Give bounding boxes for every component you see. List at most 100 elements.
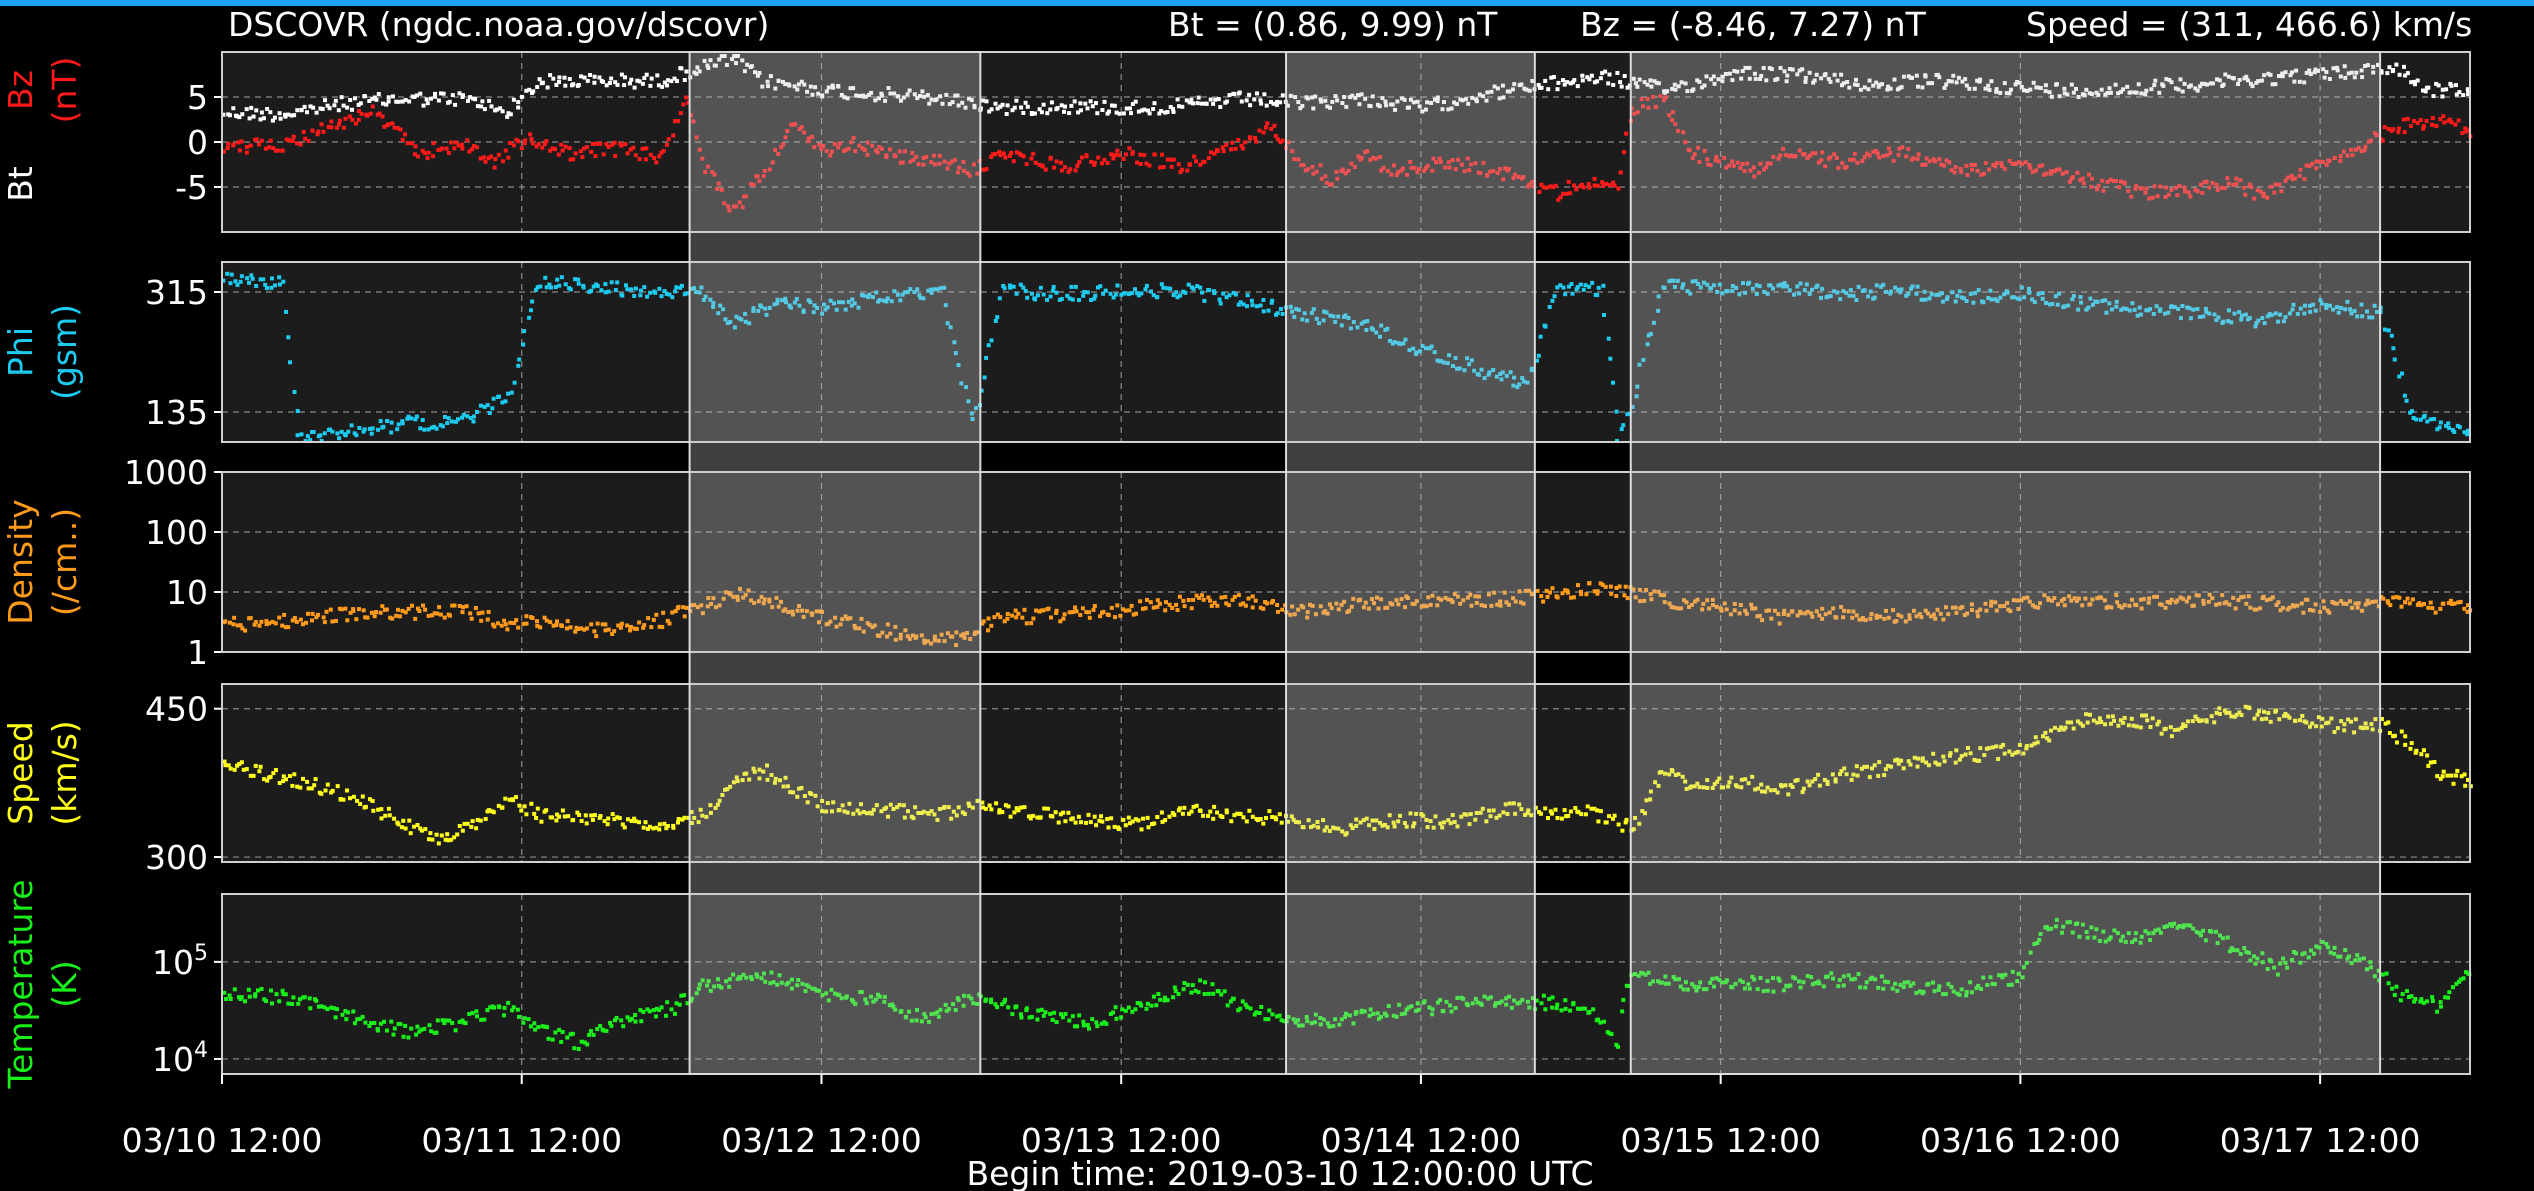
data-point xyxy=(2138,312,2143,317)
data-point xyxy=(535,85,540,89)
data-point xyxy=(1194,159,1198,164)
data-point xyxy=(1070,297,1075,302)
data-point xyxy=(716,977,720,982)
data-point xyxy=(2248,605,2253,610)
data-point xyxy=(545,85,550,90)
data-point xyxy=(396,607,400,612)
data-point xyxy=(391,94,395,99)
data-point xyxy=(522,141,527,146)
data-point xyxy=(1314,612,1318,617)
data-point xyxy=(440,146,444,151)
data-point xyxy=(237,762,242,766)
data-point xyxy=(2093,299,2098,304)
data-point xyxy=(372,614,377,619)
data-point xyxy=(2352,730,2357,735)
data-point xyxy=(1855,160,1860,165)
data-point xyxy=(653,290,658,295)
data-point xyxy=(2248,81,2253,86)
data-point xyxy=(959,633,964,638)
data-point xyxy=(2278,312,2283,317)
data-point xyxy=(660,625,665,629)
data-point xyxy=(423,827,428,832)
data-point xyxy=(1485,173,1490,177)
data-point xyxy=(2217,711,2222,716)
data-point xyxy=(2040,291,2045,295)
data-point xyxy=(510,1008,515,1013)
data-point xyxy=(1248,103,1253,108)
data-point xyxy=(1512,998,1517,1003)
data-point xyxy=(2057,94,2062,99)
data-point xyxy=(2101,188,2106,193)
data-point xyxy=(1820,150,1825,155)
data-point xyxy=(801,615,806,619)
data-point xyxy=(1746,781,1751,786)
data-point xyxy=(803,989,808,994)
data-point xyxy=(1869,975,1874,980)
data-point xyxy=(1266,1017,1271,1022)
data-point xyxy=(1484,819,1489,824)
data-point xyxy=(921,296,926,301)
data-point xyxy=(1999,161,2004,166)
data-point xyxy=(2345,299,2350,304)
data-point xyxy=(614,1016,619,1020)
data-point xyxy=(1163,608,1168,613)
data-point xyxy=(1079,820,1083,825)
data-point xyxy=(2277,74,2281,78)
data-point xyxy=(2289,173,2294,178)
data-point xyxy=(590,817,595,822)
data-point xyxy=(2057,727,2062,732)
data-point xyxy=(893,154,898,159)
data-point xyxy=(1292,314,1297,319)
data-point xyxy=(1449,598,1454,602)
data-point xyxy=(2462,606,2467,611)
data-point xyxy=(1738,978,1743,983)
data-point xyxy=(314,615,319,620)
data-point xyxy=(1832,72,1837,77)
data-point xyxy=(1237,90,1242,95)
data-point xyxy=(1224,99,1229,104)
data-point xyxy=(1624,983,1629,988)
data-point xyxy=(1553,807,1558,812)
data-point xyxy=(2150,195,2155,200)
data-point xyxy=(1229,819,1234,824)
data-point xyxy=(589,288,594,293)
data-point xyxy=(1537,190,1542,194)
data-point xyxy=(257,623,262,628)
data-point xyxy=(651,617,656,622)
data-point xyxy=(877,298,882,302)
data-point xyxy=(1827,610,1832,615)
data-point xyxy=(2339,599,2343,604)
data-point xyxy=(1848,287,1853,292)
data-point xyxy=(2087,91,2092,96)
data-point xyxy=(2006,982,2011,987)
data-point xyxy=(517,803,522,808)
data-point xyxy=(290,618,295,623)
data-point xyxy=(2365,598,2370,603)
data-point xyxy=(2191,926,2196,931)
data-point xyxy=(1375,1011,1380,1016)
data-point xyxy=(1589,806,1594,811)
data-point xyxy=(449,140,454,145)
data-point xyxy=(1206,991,1211,996)
data-point xyxy=(2077,934,2082,939)
data-point xyxy=(2201,314,2206,319)
data-point xyxy=(832,142,837,146)
data-point xyxy=(1003,155,1008,160)
data-point xyxy=(1269,300,1274,305)
data-point xyxy=(2215,187,2220,192)
data-point xyxy=(1236,593,1241,598)
data-point xyxy=(1886,146,1891,151)
data-point xyxy=(2181,596,2186,601)
data-point xyxy=(844,994,849,999)
data-point xyxy=(1739,785,1744,790)
data-point xyxy=(1584,592,1589,597)
data-point xyxy=(418,426,423,431)
data-point xyxy=(951,1002,955,1007)
data-point xyxy=(316,612,320,617)
data-point xyxy=(1074,609,1079,614)
data-point xyxy=(2403,734,2408,739)
data-point xyxy=(1036,1008,1041,1013)
data-point xyxy=(2324,303,2329,307)
data-point xyxy=(606,816,611,821)
data-point xyxy=(2028,165,2033,170)
